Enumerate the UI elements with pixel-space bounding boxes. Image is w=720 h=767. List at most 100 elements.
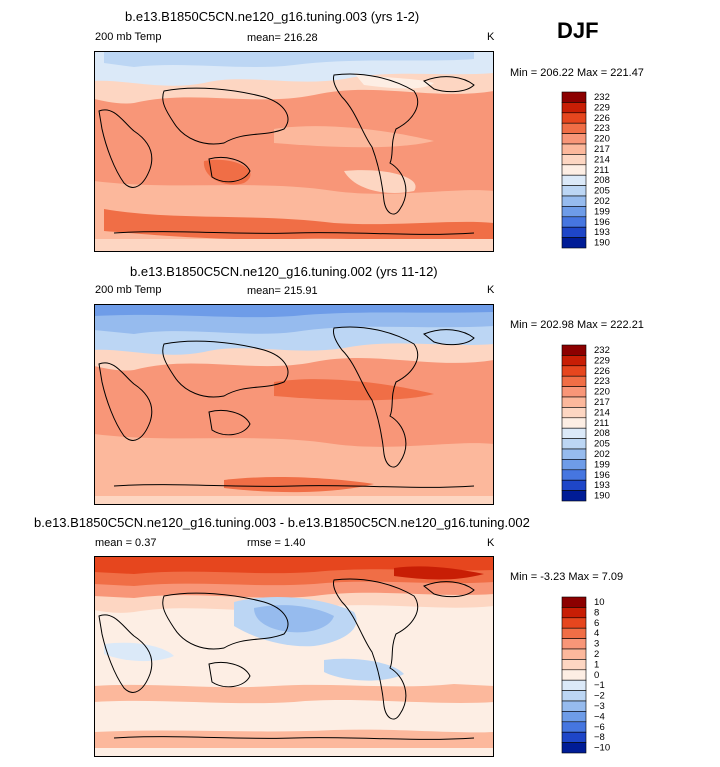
colorbar-3-tick-label: 4 [594, 628, 599, 639]
colorbar-3-segment [561, 711, 587, 723]
panel-3-units-label: K [487, 537, 495, 549]
colorbar-2-tick-label: 214 [594, 407, 610, 418]
panel-1-colorbar: 2322292262232202172142112082052021991961… [561, 91, 610, 249]
colorbar-3-tick-label: 6 [594, 618, 599, 629]
colorbar-3-segment [561, 638, 587, 650]
panel-2-title: b.e13.B1850C5CN.ne120_g16.tuning.002 (yr… [130, 264, 438, 279]
colorbar-2-segment [561, 344, 587, 356]
colorbar-2-segment [561, 417, 587, 429]
colorbar-2-segment [561, 438, 587, 450]
panel-3-map [94, 556, 494, 757]
colorbar-2-segment [561, 490, 587, 502]
panel-3-title: b.e13.B1850C5CN.ne120_g16.tuning.003 - b… [34, 515, 530, 530]
colorbar-3-segment [561, 731, 587, 743]
colorbar-1-tick-label: 220 [594, 134, 610, 145]
colorbar-1-tick-label: 205 [594, 186, 610, 197]
colorbar-2-tick-label: 190 [594, 491, 610, 502]
colorbar-1-segment [561, 185, 587, 197]
colorbar-1-segment [561, 122, 587, 134]
panel-3-mean-label: mean = 0.37 [95, 537, 157, 549]
panel-2-variable-label: 200 mb Temp [95, 284, 162, 296]
colorbar-1-segment [561, 154, 587, 166]
colorbar-2-tick-label: 217 [594, 397, 610, 408]
panel-1-variable-label: 200 mb Temp [95, 31, 162, 43]
colorbar-2-segment [561, 469, 587, 481]
colorbar-1-tick-label: 229 [594, 102, 610, 113]
colorbar-2-segment [561, 396, 587, 408]
colorbar-1-tick-label: 223 [594, 123, 610, 134]
colorbar-3-segment [561, 659, 587, 671]
panel-3-rmse-label: rmse = 1.40 [247, 537, 306, 549]
colorbar-3-tick-label: 8 [594, 607, 599, 618]
colorbar-2-segment [561, 407, 587, 419]
colorbar-2-tick-label: 202 [594, 449, 610, 460]
panel-1-units-label: K [487, 31, 495, 43]
colorbar-1-tick-label: 202 [594, 196, 610, 207]
panel-2-map [94, 304, 494, 505]
colorbar-2-tick-label: 229 [594, 355, 610, 366]
colorbar-2-segment [561, 448, 587, 460]
colorbar-3-segment [561, 690, 587, 702]
colorbar-3-segment [561, 627, 587, 639]
panel-3-minmax-label: Min = -3.23 Max = 7.09 [510, 571, 624, 583]
colorbar-3-segment [561, 607, 587, 619]
colorbar-2-segment [561, 427, 587, 439]
colorbar-1-tick-label: 217 [594, 144, 610, 155]
colorbar-1-segment [561, 112, 587, 124]
colorbar-1-segment [561, 91, 587, 103]
colorbar-2-segment [561, 355, 587, 367]
colorbar-3-tick-label: 10 [594, 597, 605, 608]
panel-2-units-label: K [487, 284, 495, 296]
colorbar-3-tick-label: −4 [594, 711, 605, 722]
colorbar-3-segment [561, 742, 587, 754]
colorbar-3-segment [561, 679, 587, 691]
colorbar-1-tick-label: 199 [594, 206, 610, 217]
colorbar-3-segment [561, 700, 587, 712]
panel-2-colorbar: 2322292262232202172142112082052021991961… [561, 344, 610, 502]
colorbar-2-tick-label: 232 [594, 345, 610, 356]
panel-1-mean-label: mean= 216.28 [247, 32, 318, 44]
panel-1-colorbar-rects [561, 91, 587, 249]
colorbar-3-segment [561, 596, 587, 608]
colorbar-1-tick-label: 190 [594, 238, 610, 249]
colorbar-2-segment [561, 459, 587, 471]
colorbar-2-segment [561, 386, 587, 398]
colorbar-2-tick-label: 196 [594, 470, 610, 481]
colorbar-2-tick-label: 193 [594, 480, 610, 491]
colorbar-1-segment [561, 216, 587, 228]
colorbar-1-segment [561, 206, 587, 218]
colorbar-2-segment [561, 365, 587, 377]
colorbar-1-segment [561, 143, 587, 155]
colorbar-1-tick-label: 214 [594, 154, 610, 165]
colorbar-1-segment [561, 164, 587, 176]
colorbar-1-segment [561, 174, 587, 186]
colorbar-2-tick-label: 226 [594, 366, 610, 377]
colorbar-3-tick-label: −6 [594, 722, 605, 733]
colorbar-3-segment [561, 721, 587, 733]
colorbar-3-tick-label: −2 [594, 691, 605, 702]
colorbar-3-segment [561, 669, 587, 681]
colorbar-3-tick-label: 1 [594, 659, 599, 670]
colorbar-3-tick-label: 3 [594, 639, 599, 650]
colorbar-3-segment [561, 617, 587, 629]
colorbar-3-tick-label: −1 [594, 680, 605, 691]
panel-1-title: b.e13.B1850C5CN.ne120_g16.tuning.003 (yr… [125, 9, 420, 24]
panel-2-minmax-label: Min = 202.98 Max = 222.21 [510, 319, 644, 331]
colorbar-2-tick-label: 220 [594, 387, 610, 398]
colorbar-1-tick-label: 193 [594, 227, 610, 238]
colorbar-2-tick-label: 205 [594, 439, 610, 450]
colorbar-3-tick-label: −8 [594, 732, 605, 743]
colorbar-2-segment [561, 479, 587, 491]
colorbar-3-segment [561, 648, 587, 660]
colorbar-1-tick-label: 211 [594, 165, 609, 176]
colorbar-2-segment [561, 375, 587, 387]
colorbar-2-tick-label: 223 [594, 376, 610, 387]
colorbar-2-tick-label: 208 [594, 428, 610, 439]
colorbar-1-segment [561, 195, 587, 207]
colorbar-1-tick-label: 208 [594, 175, 610, 186]
colorbar-3-tick-label: 2 [594, 649, 599, 660]
season-label: DJF [557, 18, 599, 43]
colorbar-3-tick-label: 0 [594, 670, 599, 681]
colorbar-1-segment [561, 102, 587, 114]
